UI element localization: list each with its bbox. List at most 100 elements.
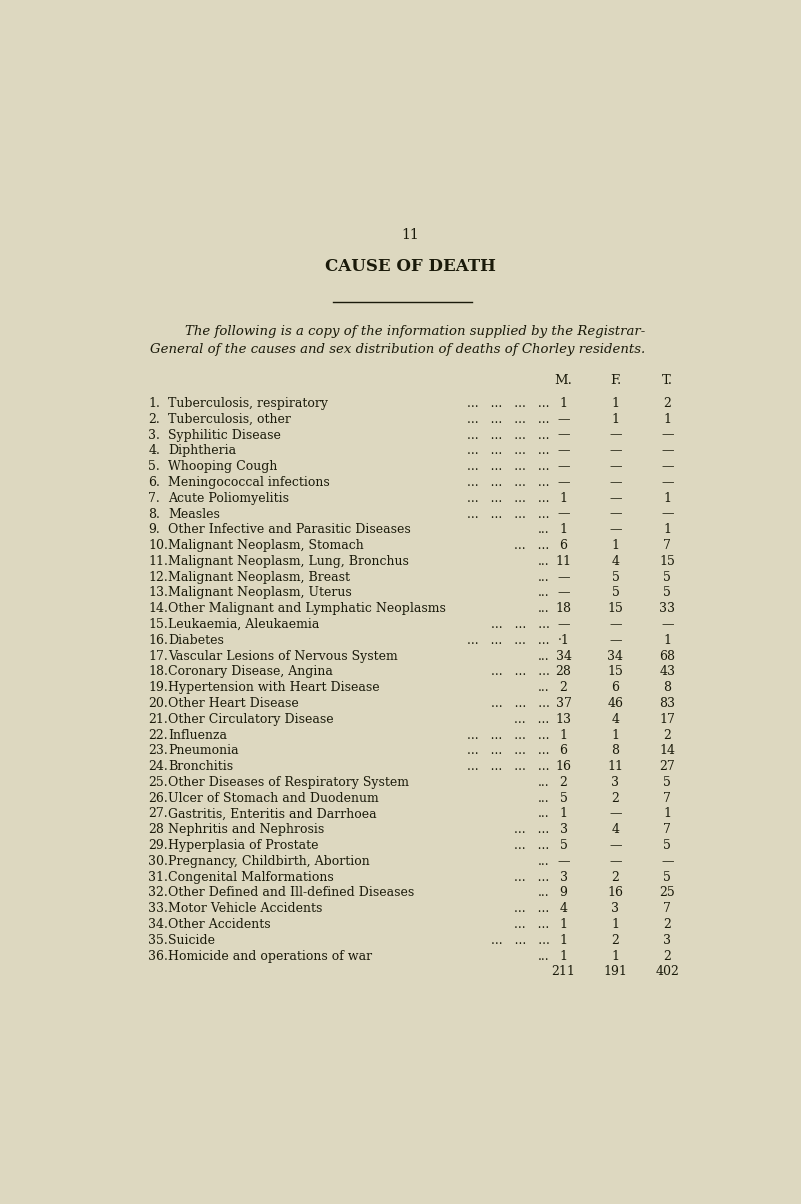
Text: ...   ...   ...   ...: ... ... ... ...: [467, 460, 549, 473]
Text: ...   ...: ... ...: [514, 917, 549, 931]
Text: 3: 3: [560, 870, 568, 884]
Text: ...   ...: ... ...: [514, 539, 549, 553]
Text: ...   ...   ...   ...: ... ... ... ...: [467, 444, 549, 458]
Text: 15.: 15.: [148, 618, 168, 631]
Text: 19.: 19.: [148, 681, 168, 695]
Text: 34: 34: [607, 650, 623, 662]
Text: Syphilitic Disease: Syphilitic Disease: [168, 429, 281, 442]
Text: Other Infective and Parasitic Diseases: Other Infective and Parasitic Diseases: [168, 524, 411, 536]
Text: M.: M.: [554, 374, 573, 386]
Text: 2: 2: [663, 917, 671, 931]
Text: 3: 3: [663, 934, 671, 946]
Text: —: —: [557, 429, 570, 442]
Text: ...: ...: [538, 524, 549, 536]
Text: 5: 5: [663, 775, 671, 789]
Text: ...: ...: [538, 808, 549, 820]
Text: 1: 1: [663, 413, 671, 426]
Text: 33: 33: [659, 602, 675, 615]
Text: 68: 68: [659, 650, 675, 662]
Text: 15: 15: [659, 555, 675, 568]
Text: 83: 83: [659, 697, 675, 710]
Text: ...   ...   ...: ... ... ...: [491, 934, 549, 946]
Text: 2: 2: [611, 870, 619, 884]
Text: ...   ...: ... ...: [514, 824, 549, 837]
Text: 8: 8: [663, 681, 671, 695]
Text: 34.: 34.: [148, 917, 168, 931]
Text: 4: 4: [611, 713, 619, 726]
Text: 1: 1: [611, 413, 619, 426]
Text: ...   ...: ... ...: [514, 839, 549, 852]
Text: 5: 5: [663, 586, 671, 600]
Text: 16: 16: [607, 886, 623, 899]
Text: 4: 4: [560, 902, 568, 915]
Text: ...: ...: [538, 950, 549, 962]
Text: 1: 1: [560, 934, 568, 946]
Text: Bronchitis: Bronchitis: [168, 760, 233, 773]
Text: 25: 25: [659, 886, 675, 899]
Text: Tuberculosis, other: Tuberculosis, other: [168, 413, 292, 426]
Text: 5: 5: [663, 839, 671, 852]
Text: —: —: [661, 460, 674, 473]
Text: 7: 7: [663, 792, 671, 804]
Text: ...   ...   ...: ... ... ...: [491, 666, 549, 678]
Text: —: —: [610, 460, 622, 473]
Text: Diphtheria: Diphtheria: [168, 444, 236, 458]
Text: Malignant Neoplasm, Breast: Malignant Neoplasm, Breast: [168, 571, 350, 584]
Text: 5: 5: [560, 792, 568, 804]
Text: 1: 1: [560, 917, 568, 931]
Text: 1: 1: [611, 728, 619, 742]
Text: 15: 15: [608, 602, 623, 615]
Text: 22.: 22.: [148, 728, 167, 742]
Text: 6: 6: [611, 681, 619, 695]
Text: General of the causes and sex distribution of deaths of Chorley residents.: General of the causes and sex distributi…: [151, 343, 646, 356]
Text: —: —: [610, 491, 622, 504]
Text: —: —: [557, 413, 570, 426]
Text: 23.: 23.: [148, 744, 168, 757]
Text: ...   ...   ...   ...: ... ... ... ...: [467, 508, 549, 520]
Text: —: —: [661, 444, 674, 458]
Text: ...   ...   ...   ...: ... ... ... ...: [467, 633, 549, 647]
Text: 4: 4: [611, 555, 619, 568]
Text: 37: 37: [556, 697, 571, 710]
Text: 1: 1: [611, 917, 619, 931]
Text: Gastritis, Enteritis and Darrhoea: Gastritis, Enteritis and Darrhoea: [168, 808, 377, 820]
Text: 7: 7: [663, 824, 671, 837]
Text: 18: 18: [556, 602, 572, 615]
Text: Vascular Lesions of Nervous System: Vascular Lesions of Nervous System: [168, 650, 398, 662]
Text: Diabetes: Diabetes: [168, 633, 224, 647]
Text: ...   ...   ...: ... ... ...: [491, 697, 549, 710]
Text: 1: 1: [560, 524, 568, 536]
Text: ...   ...: ... ...: [514, 713, 549, 726]
Text: The following is a copy of the information supplied by the Registrar-: The following is a copy of the informati…: [185, 325, 646, 338]
Text: Congenital Malformations: Congenital Malformations: [168, 870, 334, 884]
Text: Nephritis and Nephrosis: Nephritis and Nephrosis: [168, 824, 324, 837]
Text: 2: 2: [560, 681, 568, 695]
Text: —: —: [661, 476, 674, 489]
Text: Pregnancy, Childbirth, Abortion: Pregnancy, Childbirth, Abortion: [168, 855, 370, 868]
Text: ...   ...: ... ...: [514, 902, 549, 915]
Text: 2: 2: [663, 728, 671, 742]
Text: —: —: [557, 460, 570, 473]
Text: ...: ...: [538, 855, 549, 868]
Text: 3: 3: [611, 902, 619, 915]
Text: 1: 1: [663, 808, 671, 820]
Text: 1: 1: [560, 808, 568, 820]
Text: ...: ...: [538, 650, 549, 662]
Text: —: —: [557, 444, 570, 458]
Text: —: —: [661, 618, 674, 631]
Text: 17.: 17.: [148, 650, 168, 662]
Text: ...: ...: [538, 571, 549, 584]
Text: 1: 1: [560, 491, 568, 504]
Text: 14: 14: [659, 744, 675, 757]
Text: 1: 1: [663, 524, 671, 536]
Text: ...   ...   ...: ... ... ...: [491, 618, 549, 631]
Text: 12.: 12.: [148, 571, 168, 584]
Text: —: —: [610, 429, 622, 442]
Text: Meningococcal infections: Meningococcal infections: [168, 476, 330, 489]
Text: —: —: [557, 508, 570, 520]
Text: ...   ...: ... ...: [514, 870, 549, 884]
Text: ...   ...   ...   ...: ... ... ... ...: [467, 728, 549, 742]
Text: 1: 1: [611, 539, 619, 553]
Text: 1: 1: [560, 728, 568, 742]
Text: 4: 4: [611, 824, 619, 837]
